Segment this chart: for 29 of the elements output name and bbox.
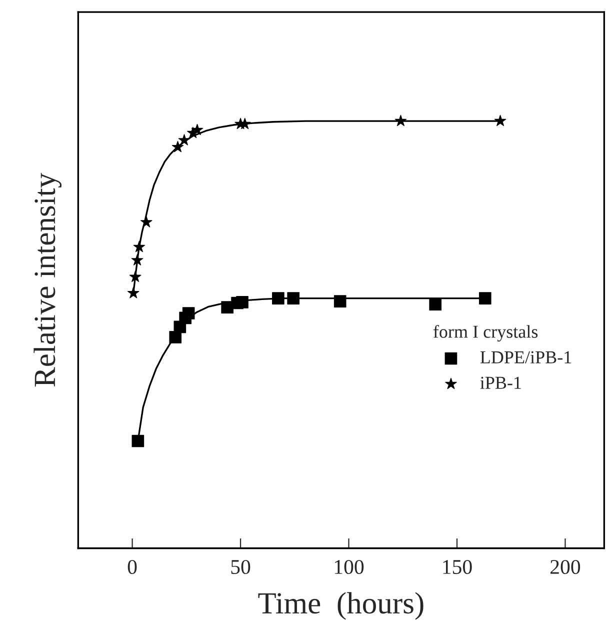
point [191, 124, 204, 136]
x-tick-label: 0 [128, 560, 137, 574]
point [334, 295, 346, 308]
point [140, 216, 152, 228]
point [236, 296, 248, 308]
point [494, 114, 506, 126]
legend-label: LDPE/iPB-1 [480, 351, 572, 364]
point [394, 114, 407, 126]
legend-title: form I crystals [433, 324, 538, 342]
legend-label: iPB-1 [480, 376, 521, 389]
point [129, 270, 142, 282]
point [172, 140, 184, 152]
point [133, 240, 146, 252]
point [287, 292, 300, 304]
point [272, 292, 284, 304]
point [131, 254, 144, 266]
point [127, 287, 140, 298]
point [478, 292, 492, 304]
x-tick-label: 50 [231, 560, 250, 574]
x-tick-label: 150 [443, 560, 472, 574]
point [178, 134, 190, 146]
point [169, 331, 182, 344]
point [132, 434, 144, 448]
x-tick-label: 200 [550, 560, 580, 574]
point [182, 307, 195, 320]
point [429, 298, 442, 310]
y-axis-title: Relative intensity [34, 172, 62, 387]
x-tick-label: 100 [334, 560, 364, 574]
x-axis-title: Time (hours) [258, 592, 424, 620]
